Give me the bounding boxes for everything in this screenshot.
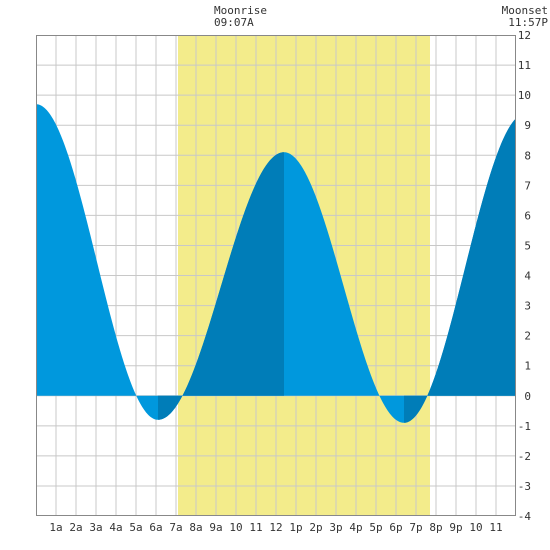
y-tick-label: 10	[518, 89, 531, 102]
x-tick-label: 9p	[449, 521, 462, 534]
y-tick-label: -1	[518, 420, 531, 433]
moonset-block: Moonset 11:57P	[502, 5, 548, 29]
y-tick-label: 12	[518, 29, 531, 42]
moonrise-label: Moonrise	[214, 4, 267, 17]
x-tick-label: 12	[269, 521, 282, 534]
tide-area-layer	[36, 104, 516, 423]
y-tick-label: 4	[524, 270, 531, 283]
x-tick-label: 10	[469, 521, 482, 534]
x-tick-label: 11	[489, 521, 502, 534]
y-tick-label: -4	[518, 510, 532, 523]
x-tick-label: 8a	[189, 521, 202, 534]
y-tick-label: 3	[524, 300, 531, 313]
moonrise-time: 09:07A	[214, 16, 254, 29]
plot-frame	[36, 35, 516, 516]
y-tick-label: 5	[524, 239, 531, 252]
x-tick-label: 8p	[429, 521, 442, 534]
tide-area-rising	[158, 152, 284, 420]
y-tick-label: 8	[524, 149, 531, 162]
y-tick-label: 1	[524, 360, 531, 373]
x-tick-label: 6a	[149, 521, 162, 534]
x-tick-label: 7p	[409, 521, 422, 534]
tide-area-rising	[404, 118, 516, 423]
x-tick-label: 3p	[329, 521, 342, 534]
moonset-label: Moonset	[501, 4, 548, 17]
x-tick-label: 7a	[169, 521, 182, 534]
x-tick-label: 2a	[69, 521, 82, 534]
moonrise-block: Moonrise 09:07A	[214, 5, 267, 29]
x-tick-label: 1p	[289, 521, 302, 534]
y-tick-label: 9	[524, 119, 531, 132]
x-tick-label: 2p	[309, 521, 322, 534]
y-tick-label: 11	[518, 59, 531, 72]
x-tick-label: 5p	[369, 521, 382, 534]
x-tick-label: 10	[229, 521, 242, 534]
x-tick-label: 4p	[349, 521, 362, 534]
x-tick-label: 3a	[89, 521, 102, 534]
y-tick-label: 6	[524, 209, 531, 222]
y-tick-label: -3	[518, 480, 531, 493]
x-tick-labels: 1a 2a 3a 4a 5a 6a 7a 8a 9a 10 11 12 1p 2p 3p 4p 5p 6p 7p 8p…	[49, 521, 502, 534]
x-tick-label: 9a	[209, 521, 222, 534]
y-tick-label: 0	[524, 390, 531, 403]
plot-frame-layer	[36, 35, 516, 516]
x-tick-label: 1a	[49, 521, 62, 534]
y-tick-label: 7	[524, 179, 531, 192]
x-tick-label: 11	[249, 521, 262, 534]
x-tick-label: 6p	[389, 521, 402, 534]
y-tick-label: 2	[524, 330, 531, 343]
x-tick-label: 5a	[129, 521, 142, 534]
y-tick-label: -2	[518, 450, 531, 463]
x-tick-label: 4a	[109, 521, 122, 534]
moonset-time: 11:57P	[508, 16, 548, 29]
